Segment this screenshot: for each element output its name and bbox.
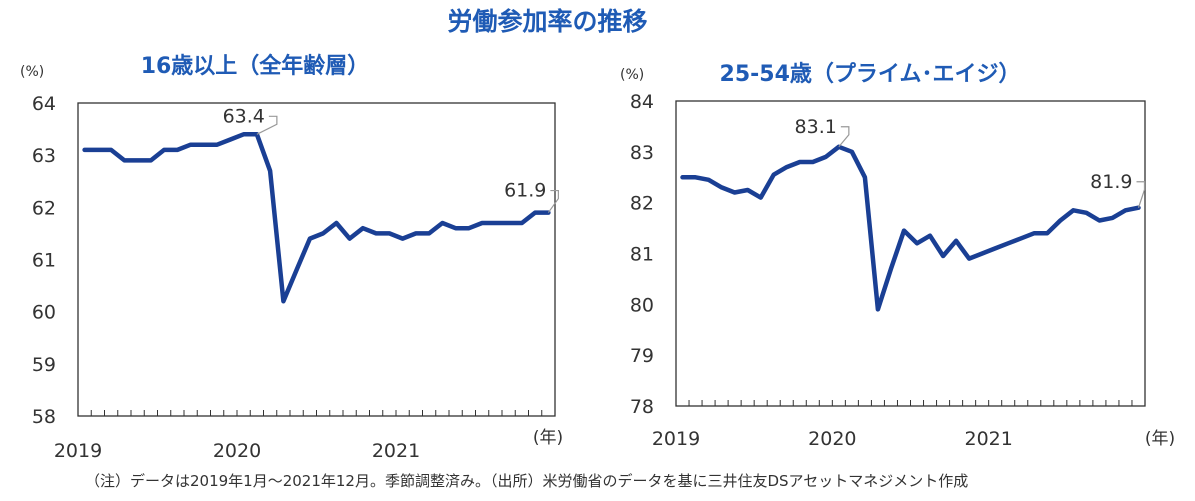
all-ages-ytick-label: 62 <box>32 197 56 219</box>
prime-age-ytick-label: 79 <box>630 345 654 367</box>
all-ages-xtick-label: 2020 <box>213 440 261 462</box>
prime-age-data-label: 81.9 <box>1090 171 1132 193</box>
prime-age-xlabel: (年) <box>1145 429 1175 449</box>
all-ages-series-line <box>82 132 551 304</box>
prime-age-callout-line <box>1136 181 1146 208</box>
prime-age-plot-frame <box>675 100 1146 407</box>
chart-prime-age: 25-54歳（プライム･エイジ） (%) 78 79 80 81 82 83 84 2019 202… <box>620 62 1175 450</box>
prime-age-title: 25-54歳（プライム･エイジ） <box>720 62 1021 87</box>
prime-age-ytick-label: 80 <box>630 294 654 316</box>
prime-age-callout-line <box>838 126 850 148</box>
prime-age-ylabel: (%) <box>620 67 644 83</box>
all-ages-xtick-label: 2021 <box>372 440 420 462</box>
all-ages-ytick-label: 60 <box>32 302 56 324</box>
all-ages-ylabel: (%) <box>20 64 44 80</box>
prime-age-data-label: 83.1 <box>795 116 837 138</box>
footnote: （注）データは2019年1月～2021年12月。季節調整済み。（出所）米労働省の… <box>85 472 969 490</box>
chart-all-ages: 16歳以上（全年齢層） (%) 58 59 60 61 62 63 64 2019 2020 2021… <box>20 53 563 462</box>
prime-age-ytick-label: 83 <box>630 142 654 164</box>
all-ages-xlabel: (年) <box>533 428 563 448</box>
prime-age-series-line <box>680 144 1141 312</box>
all-ages-ytick-label: 58 <box>32 406 56 428</box>
all-ages-data-label: 61.9 <box>504 180 546 202</box>
all-ages-data-label: 63.4 <box>223 105 265 127</box>
all-ages-ytick-label: 64 <box>32 93 56 115</box>
all-ages-ytick-label: 63 <box>32 145 56 167</box>
all-ages-ytick-label: 61 <box>32 250 56 272</box>
prime-age-ytick-label: 81 <box>630 244 654 266</box>
prime-age-ytick-label: 84 <box>630 91 654 113</box>
prime-age-ytick-label: 82 <box>630 193 654 215</box>
all-ages-title: 16歳以上（全年齢層） <box>141 53 370 79</box>
prime-age-xtick-label: 2019 <box>652 428 700 450</box>
prime-age-xtick-label: 2021 <box>964 428 1012 450</box>
all-ages-callout-line <box>256 115 278 135</box>
all-ages-callout-line <box>547 189 559 213</box>
all-ages-xtick-label: 2019 <box>54 440 102 462</box>
all-ages-ytick-label: 59 <box>32 354 56 376</box>
prime-age-ytick-label: 78 <box>630 396 654 418</box>
prime-age-xtick-label: 2020 <box>808 428 856 450</box>
main-title: 労働参加率の推移 <box>447 7 648 36</box>
